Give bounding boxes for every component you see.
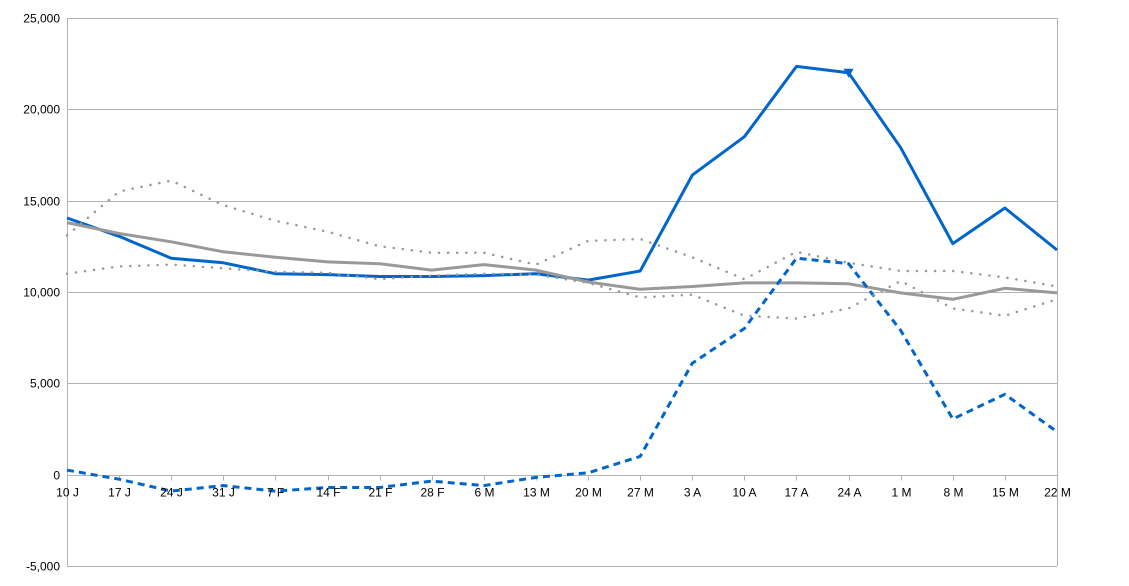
y-tick-label: 10,000	[23, 286, 60, 300]
x-tick-label: 27 M	[627, 486, 654, 500]
x-tick-label: 1 M	[891, 486, 911, 500]
x-tick-label: 28 F	[420, 486, 444, 500]
x-tick-label: 10 J	[56, 486, 79, 500]
x-tick-label: 22 M	[1044, 486, 1071, 500]
y-tick-label: 0	[53, 469, 60, 483]
series-line-5	[65, 263, 1059, 320]
x-tick-label: 6 M	[474, 486, 494, 500]
series-lines	[65, 64, 1059, 493]
x-tick-label: 17 J	[108, 486, 131, 500]
y-tick-label: 15,000	[23, 195, 60, 209]
y-tick-label: 5,000	[30, 377, 60, 391]
x-tick-label: 13 M	[523, 486, 550, 500]
x-tick-labels: 10 J 17 J 24 J 31 J 7 F 14 F 21 F 28 F 6 M 13 M 20…	[56, 486, 1071, 500]
x-tick-label: 8 M	[943, 486, 963, 500]
x-tick-label: 24 J	[160, 486, 183, 500]
x-tick-label: 15 M	[992, 486, 1019, 500]
series-line-4	[65, 179, 1059, 288]
series-line-2	[66, 221, 1058, 301]
x-tick-label: 10 A	[732, 486, 756, 500]
series-line-1	[66, 64, 1058, 282]
x-tick-label: 17 A	[784, 486, 808, 500]
x-tick-label: 14 F	[316, 486, 340, 500]
series-markers	[843, 68, 854, 78]
x-tick-label: 7 F	[267, 486, 284, 500]
series-marker	[843, 68, 854, 78]
x-tick-label: 24 A	[837, 486, 861, 500]
y-tick-labels: -5,000 0 5,000 10,000 15,000 20,000 25,000	[23, 12, 60, 574]
y-tick-label: -5,000	[26, 560, 60, 574]
x-tick-label: 3 A	[684, 486, 701, 500]
x-tick-label: 31 J	[212, 486, 235, 500]
x-tick-label: 20 M	[575, 486, 602, 500]
x-tick-label: 21 F	[368, 486, 392, 500]
y-tick-label: 20,000	[23, 103, 60, 117]
axes	[67, 18, 1058, 566]
y-tick-label: 25,000	[23, 12, 60, 26]
